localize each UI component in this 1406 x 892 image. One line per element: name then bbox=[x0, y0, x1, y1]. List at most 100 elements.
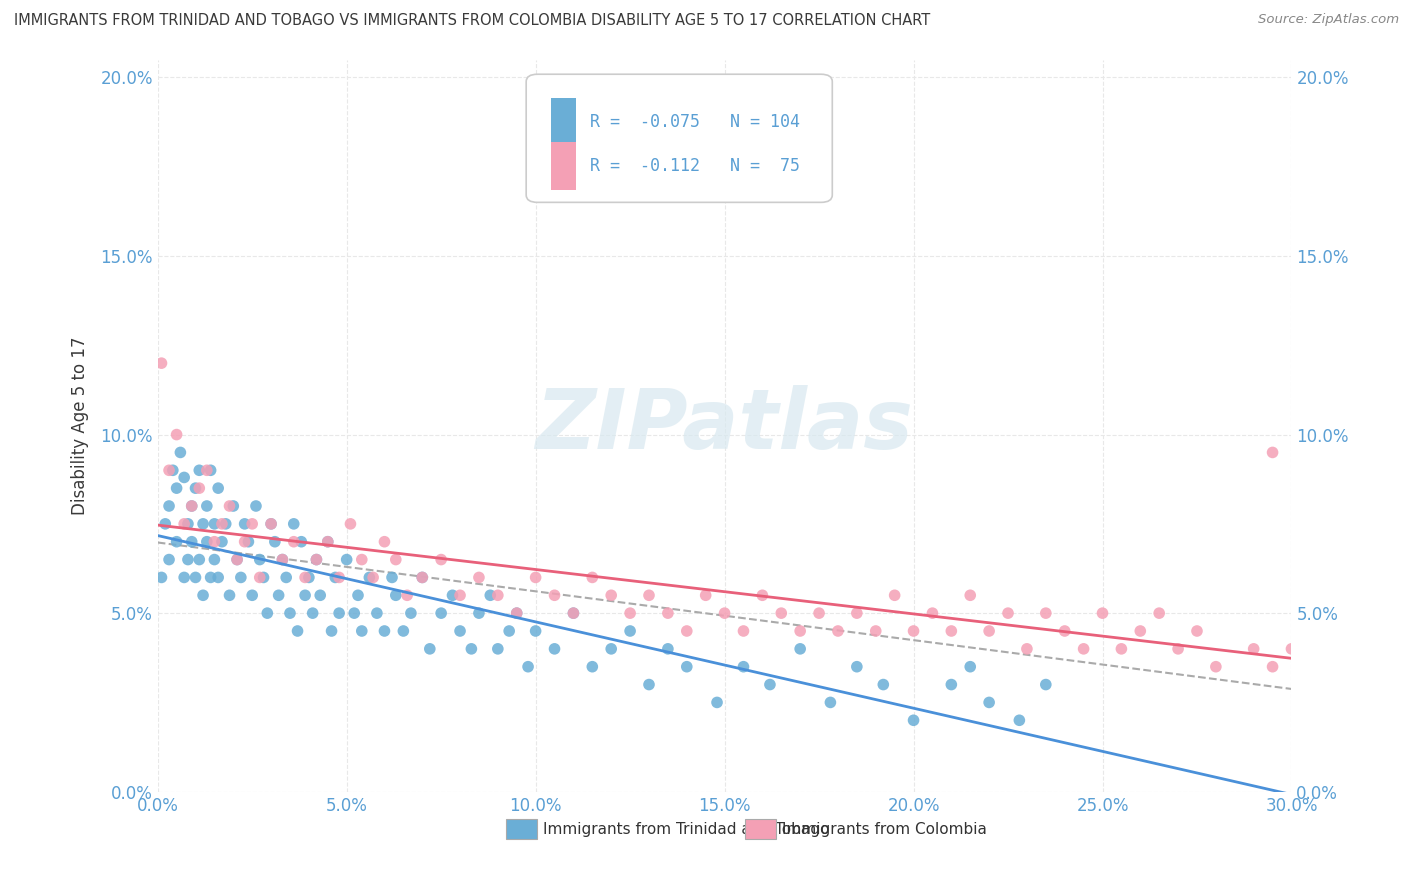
Point bbox=[325, 570, 347, 584]
Point bbox=[430, 552, 453, 566]
Point bbox=[290, 534, 312, 549]
Point bbox=[1073, 641, 1095, 656]
Point bbox=[150, 356, 173, 370]
Text: Immigrants from Trinidad and Tobago: Immigrants from Trinidad and Tobago bbox=[543, 822, 830, 837]
Point bbox=[396, 588, 419, 602]
Point bbox=[506, 606, 529, 620]
Point bbox=[180, 534, 202, 549]
Point bbox=[759, 677, 782, 691]
Point bbox=[256, 606, 278, 620]
Point bbox=[498, 624, 520, 638]
Point bbox=[449, 588, 471, 602]
Point bbox=[399, 606, 422, 620]
Point bbox=[543, 641, 565, 656]
Point bbox=[316, 534, 339, 549]
Point bbox=[157, 499, 180, 513]
Point bbox=[218, 499, 240, 513]
Text: R =  -0.075   N = 104: R = -0.075 N = 104 bbox=[589, 112, 800, 131]
Point bbox=[517, 659, 540, 673]
Point bbox=[468, 570, 491, 584]
Point bbox=[479, 588, 502, 602]
Point bbox=[211, 516, 233, 531]
Point bbox=[770, 606, 793, 620]
Point bbox=[872, 677, 894, 691]
Point bbox=[359, 570, 381, 584]
Point bbox=[619, 624, 641, 638]
Text: Source: ZipAtlas.com: Source: ZipAtlas.com bbox=[1258, 13, 1399, 27]
Point bbox=[865, 624, 887, 638]
Point bbox=[305, 552, 328, 566]
Point bbox=[180, 499, 202, 513]
Point bbox=[294, 588, 316, 602]
Text: Immigrants from Colombia: Immigrants from Colombia bbox=[782, 822, 987, 837]
Point bbox=[184, 570, 207, 584]
FancyBboxPatch shape bbox=[526, 74, 832, 202]
Point bbox=[468, 606, 491, 620]
Point bbox=[211, 534, 233, 549]
Point bbox=[675, 624, 697, 638]
Point bbox=[524, 570, 547, 584]
Point bbox=[278, 606, 301, 620]
Point bbox=[506, 606, 529, 620]
Point bbox=[350, 624, 373, 638]
Bar bbox=[551, 98, 576, 145]
Point bbox=[713, 606, 735, 620]
Point bbox=[1091, 606, 1114, 620]
Point bbox=[385, 552, 408, 566]
Point bbox=[166, 427, 188, 442]
Point bbox=[173, 570, 195, 584]
Point bbox=[600, 588, 623, 602]
Point bbox=[903, 624, 925, 638]
Point bbox=[1035, 677, 1057, 691]
Point bbox=[941, 677, 963, 691]
Point bbox=[903, 713, 925, 727]
Point bbox=[336, 552, 359, 566]
Point bbox=[979, 624, 1001, 638]
Point bbox=[238, 534, 260, 549]
Point bbox=[657, 641, 679, 656]
Point bbox=[638, 677, 661, 691]
Point bbox=[1281, 641, 1303, 656]
Point bbox=[373, 534, 395, 549]
Point bbox=[301, 606, 323, 620]
Point bbox=[339, 516, 361, 531]
Point bbox=[309, 588, 332, 602]
Point bbox=[638, 588, 661, 602]
Point bbox=[385, 588, 408, 602]
Point bbox=[392, 624, 415, 638]
Point bbox=[184, 481, 207, 495]
Point bbox=[150, 570, 173, 584]
Point bbox=[449, 624, 471, 638]
Point bbox=[180, 499, 202, 513]
Text: ZIPatlas: ZIPatlas bbox=[536, 385, 914, 467]
Point bbox=[263, 534, 285, 549]
Point bbox=[226, 552, 249, 566]
Point bbox=[207, 570, 229, 584]
Point bbox=[240, 588, 263, 602]
Text: R =  -0.112   N =  75: R = -0.112 N = 75 bbox=[589, 157, 800, 175]
Point bbox=[486, 588, 509, 602]
Point bbox=[283, 534, 305, 549]
Point bbox=[789, 641, 811, 656]
Point bbox=[249, 552, 271, 566]
Point bbox=[191, 516, 214, 531]
Point bbox=[321, 624, 343, 638]
Point bbox=[200, 570, 222, 584]
Point bbox=[157, 552, 180, 566]
Point bbox=[226, 552, 249, 566]
Point bbox=[1015, 641, 1038, 656]
Point bbox=[562, 606, 585, 620]
Point bbox=[845, 606, 868, 620]
Point bbox=[188, 552, 211, 566]
Point bbox=[706, 695, 728, 709]
Point bbox=[350, 552, 373, 566]
Point bbox=[381, 570, 404, 584]
Point bbox=[260, 516, 283, 531]
Point bbox=[173, 470, 195, 484]
Point bbox=[1129, 624, 1152, 638]
Y-axis label: Disability Age 5 to 17: Disability Age 5 to 17 bbox=[72, 336, 89, 515]
Point bbox=[294, 570, 316, 584]
Point bbox=[267, 588, 290, 602]
Point bbox=[820, 695, 842, 709]
Point bbox=[411, 570, 433, 584]
